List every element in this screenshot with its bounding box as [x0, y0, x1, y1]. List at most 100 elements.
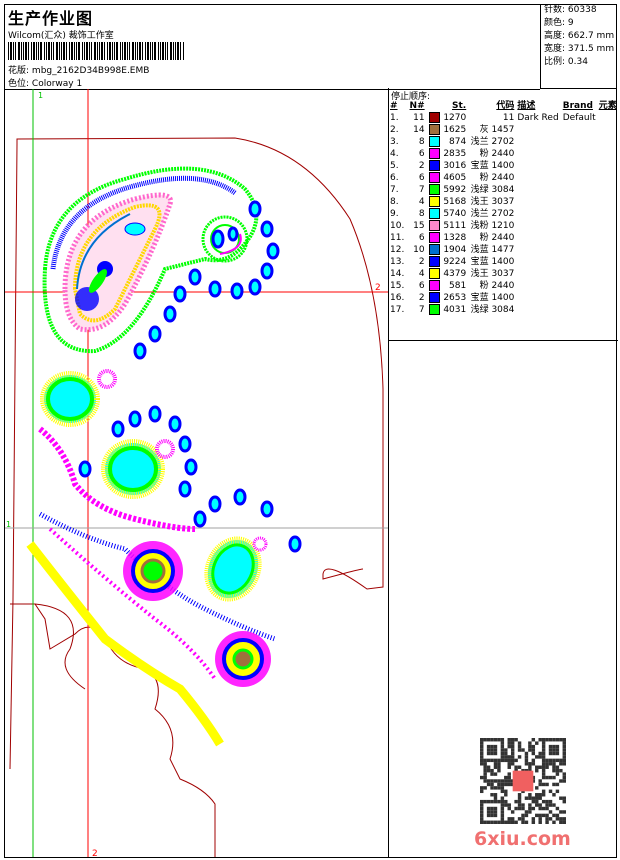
row-stitches: 2653 [443, 293, 467, 303]
stop-row: 1. 11 1270 11 Dark Red Default [389, 112, 618, 124]
row-desc [517, 304, 562, 316]
color-swatch [428, 292, 440, 303]
row-brand [563, 208, 599, 220]
row-code: 粉 2440 [479, 281, 515, 291]
stop-row: 17. 7 4031 浅绿 3084 [389, 304, 618, 316]
row-needle: 8 [418, 137, 425, 147]
row-needle: 10 [413, 245, 425, 255]
row-index: 5. [390, 161, 399, 171]
color-swatch [428, 232, 440, 243]
page-frame [4, 4, 617, 858]
row-index: 8. [390, 197, 399, 207]
row-code: 浅兰 2702 [470, 137, 515, 147]
row-brand [563, 292, 599, 304]
row-brand [563, 160, 599, 172]
row-stitches: 5111 [443, 221, 467, 231]
teardrop [184, 458, 198, 476]
teardrop [163, 305, 177, 323]
row-stitches: 4031 [443, 305, 467, 315]
row-needle: 14 [413, 125, 425, 135]
row-desc: Dark Red [517, 113, 559, 123]
col-element: 元素 [598, 101, 617, 111]
teardrop [168, 415, 182, 433]
stop-row: 4. 6 2835 粉 2440 [389, 148, 618, 160]
stop-row: 7. 7 5992 浅绿 3084 [389, 184, 618, 196]
stop-row: 8. 4 5168 浅王 3037 [389, 196, 618, 208]
row-brand [563, 172, 599, 184]
color-swatch [428, 268, 440, 279]
row-desc [517, 124, 562, 136]
paisley-small-2 [101, 439, 175, 499]
row-desc [517, 232, 562, 244]
color-swatch [428, 124, 440, 135]
stop-row: 5. 2 3016 宝蓝 1400 [389, 160, 618, 172]
teardrop-motifs [78, 200, 302, 553]
teardrop [188, 268, 202, 286]
guide-label-h1: 1 [6, 520, 11, 529]
row-stitches: 1270 [443, 113, 467, 123]
teardrop [193, 510, 207, 528]
row-needle: 6 [418, 281, 425, 291]
teardrop [178, 435, 192, 453]
row-needle: 7 [418, 305, 425, 315]
row-index: 1. [390, 113, 399, 123]
barcode [8, 42, 238, 60]
row-brand [563, 232, 599, 244]
row-brand: Default [562, 113, 596, 123]
row-brand [563, 256, 599, 268]
row-stitches: 874 [449, 137, 467, 147]
row-desc [517, 292, 562, 304]
stop-row: 12. 10 1904 浅蓝 1477 [389, 244, 618, 256]
row-index: 11. [390, 233, 405, 243]
row-brand [563, 184, 599, 196]
row-brand [563, 196, 599, 208]
design-file: mbg_2162D34B998E.EMB [31, 66, 150, 76]
row-code: 灰 1457 [479, 125, 515, 135]
paisley-large [42, 166, 259, 354]
colorway-value: Colorway 1 [31, 79, 83, 89]
teardrop [148, 405, 162, 423]
row-code: 粉 2440 [479, 149, 515, 159]
watermark-site: 6xiu.com [474, 828, 571, 850]
row-stitches: 1904 [443, 245, 467, 255]
row-code: 浅兰 2702 [470, 209, 515, 219]
teardrop [208, 495, 222, 513]
row-desc [517, 172, 562, 184]
teardrop [128, 410, 142, 428]
col-code: 代码 [496, 101, 515, 111]
row-brand [563, 268, 599, 280]
color-swatch [428, 220, 440, 231]
row-stitches: 1625 [443, 125, 467, 135]
row-code: 宝蓝 1400 [470, 161, 515, 171]
teardrop [133, 342, 147, 360]
stop-sequence-panel: 停止顺序: # N# St. 代码 描述 Brand 元素 1. 11 1270… [388, 88, 618, 341]
info-colors: 颜色: 9 [544, 18, 574, 28]
color-swatch [428, 160, 440, 171]
stop-row: 3. 8 874 浅兰 2702 [389, 136, 618, 148]
row-brand [563, 280, 599, 292]
row-needle: 4 [418, 197, 425, 207]
color-swatch [428, 196, 440, 207]
yellow-band [26, 541, 224, 747]
design-info: 针数: 60338 颜色: 9 高度: 662.7 mm 宽度: 371.5 m… [540, 4, 617, 89]
row-needle: 7 [418, 185, 425, 195]
teardrop [208, 280, 222, 298]
color-swatch [428, 244, 440, 255]
row-desc [517, 244, 562, 256]
row-index: 6. [390, 173, 399, 183]
row-needle: 2 [418, 161, 425, 171]
row-brand [563, 244, 599, 256]
page-title: 生产作业图 [8, 9, 94, 28]
row-index: 16. [390, 293, 405, 303]
teardrop [260, 220, 274, 238]
row-brand [563, 124, 599, 136]
teardrop [248, 200, 262, 218]
row-index: 13. [390, 257, 405, 267]
row-desc [517, 148, 562, 160]
row-stitches: 4605 [443, 173, 467, 183]
embroidery-preview: 1 2 1 2 [5, 89, 388, 857]
teardrop [230, 282, 244, 300]
teardrop [260, 262, 274, 280]
row-brand [563, 136, 599, 148]
row-code: 粉 2440 [479, 173, 515, 183]
